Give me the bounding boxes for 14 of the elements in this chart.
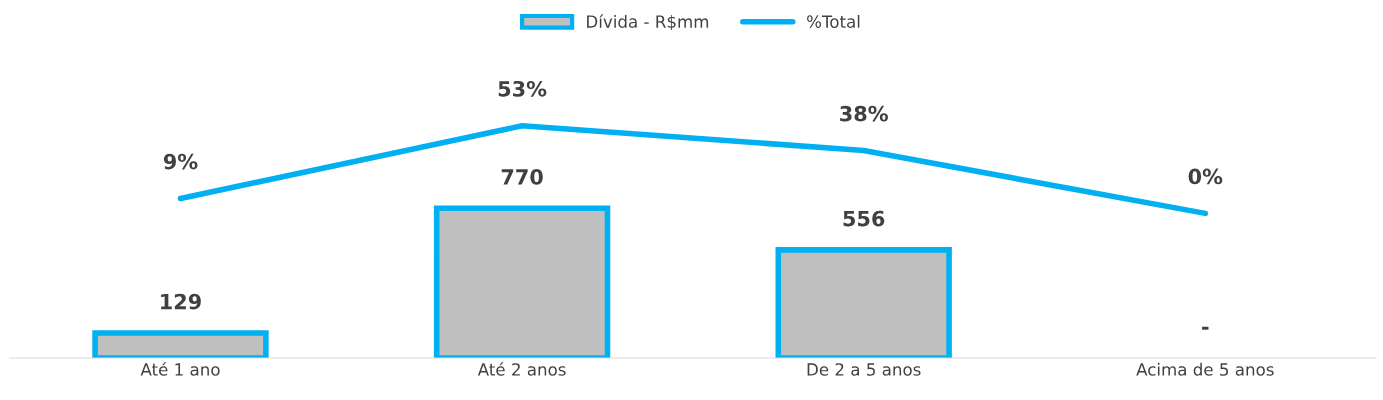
x-tick-label: Até 1 ano — [140, 362, 220, 376]
data-label: 0% — [1188, 168, 1223, 185]
data-label: - — [1202, 326, 1209, 330]
data-label: 53% — [498, 80, 547, 97]
data-label: 770 — [501, 169, 543, 185]
legend-label: %Total — [807, 15, 860, 28]
x-tick-label: De 2 a 5 anos — [807, 363, 921, 376]
data-label: 129 — [161, 293, 201, 310]
x-tick-label: Até 2 anos — [477, 362, 566, 376]
x-tick-label: Acima de 5 anos — [1136, 362, 1274, 376]
legend-label: Dívida - R$mm — [587, 14, 709, 31]
data-label: 9% — [163, 153, 198, 170]
data-label: 38% — [840, 105, 888, 122]
data-label: 556 — [843, 210, 885, 227]
